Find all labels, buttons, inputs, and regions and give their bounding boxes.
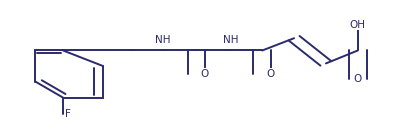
Text: NH: NH bbox=[223, 35, 238, 45]
Text: NH: NH bbox=[155, 35, 170, 45]
Text: F: F bbox=[65, 109, 71, 119]
Text: O: O bbox=[354, 74, 362, 84]
Text: O: O bbox=[200, 69, 209, 79]
Text: O: O bbox=[266, 69, 274, 79]
Text: OH: OH bbox=[350, 20, 366, 30]
